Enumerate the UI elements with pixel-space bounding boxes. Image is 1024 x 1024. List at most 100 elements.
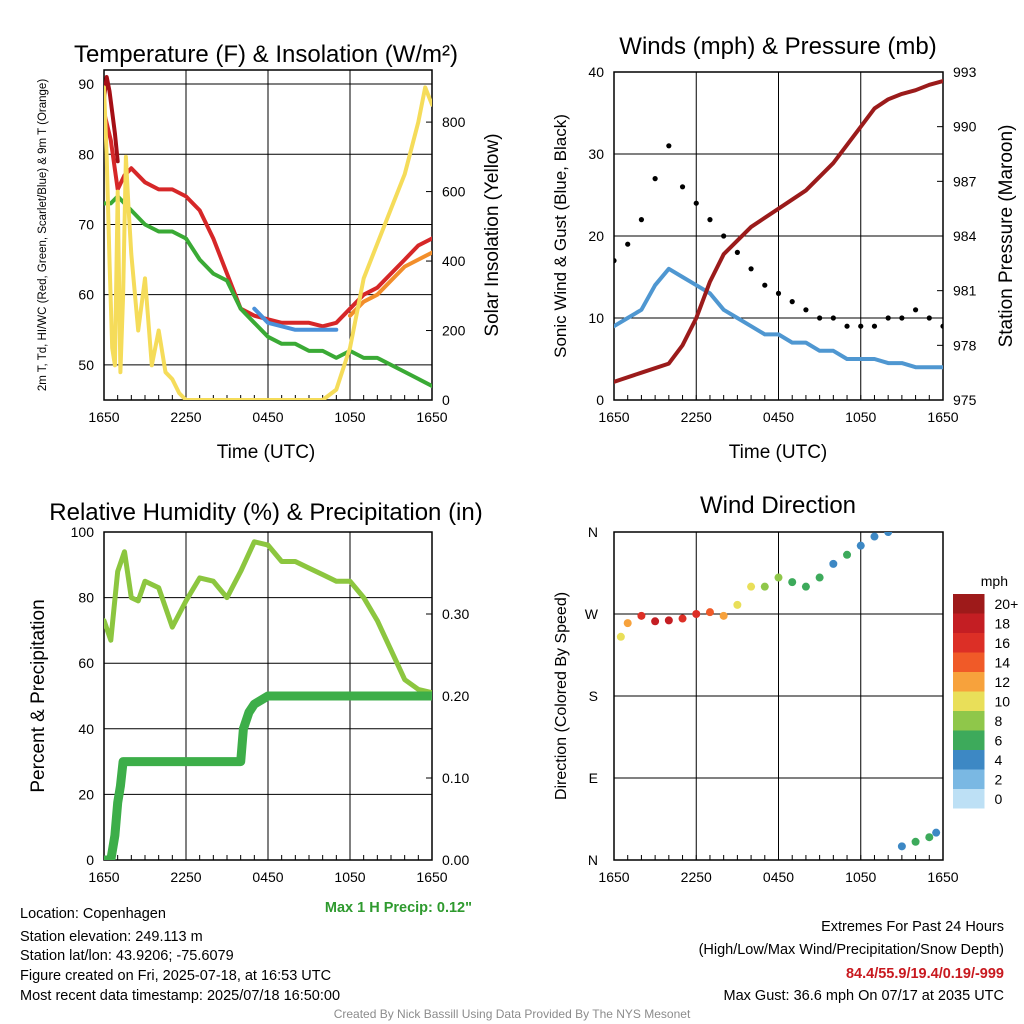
series-point (614, 258, 617, 264)
x-tick-label: 1050 (334, 869, 365, 885)
y-tick-label-left: 0 (596, 392, 604, 408)
series-point (666, 143, 672, 149)
y-tick-label-right: 993 (953, 64, 977, 80)
y-tick-label-left: 90 (78, 76, 94, 92)
colorbar-swatch (953, 691, 985, 711)
y-tick-label-left: 60 (78, 287, 94, 303)
series-line (104, 110, 432, 329)
direction-point (815, 573, 824, 582)
y-tick-label: N (588, 852, 598, 868)
series-line (104, 85, 432, 400)
colorbar-swatch (953, 594, 985, 614)
series-point (926, 315, 932, 321)
y-tick-label: N (588, 524, 598, 540)
y-tick-label: W (585, 606, 599, 622)
y-tick-label-left: 30 (588, 146, 604, 162)
x-tick-label: 0450 (252, 869, 283, 885)
plot-area (104, 539, 432, 860)
series-point (707, 217, 713, 223)
series-point (638, 217, 645, 223)
colorbar-label: 0 (995, 791, 1003, 807)
direction-point (678, 614, 687, 623)
plot-area (614, 79, 943, 384)
y-axis-label-left: Sonic Wind & Gust (Blue, Black) (551, 114, 570, 358)
colorbar-label: 12 (995, 674, 1011, 690)
plot-area (104, 75, 432, 400)
credit-text: Created By Nick Bassill Using Data Provi… (333, 1007, 691, 1021)
x-tick-label: 1050 (334, 409, 365, 425)
created-text: Figure created on Fri, 2025-07-18, at 16… (20, 968, 332, 984)
plot-frame (613, 531, 944, 861)
colorbar-swatch (953, 633, 985, 653)
colorbar-swatch (953, 730, 985, 750)
extremes-title: Extremes For Past 24 Hours (821, 919, 1004, 935)
direction-point (747, 582, 756, 591)
series-point (775, 290, 782, 296)
y-tick-label-right: 981 (953, 283, 977, 299)
series-point (762, 282, 768, 288)
series-point (858, 323, 864, 329)
y-tick-label-right: 0.10 (442, 770, 469, 786)
series-line (104, 539, 432, 696)
y-tick-label-left: 80 (78, 146, 94, 162)
x-tick-label: 2250 (681, 409, 712, 425)
y-tick-label-right: 0 (442, 392, 450, 408)
direction-point (856, 541, 865, 550)
direction-point (884, 532, 893, 536)
direction-point (719, 611, 728, 620)
x-tick-label: 2250 (170, 409, 201, 425)
extremes-subtitle: (High/Low/Max Wind/Precipitation/Snow De… (698, 942, 1004, 958)
recent-data-text: Most recent data timestamp: 2025/07/18 1… (20, 988, 341, 1004)
series-point (734, 249, 740, 255)
series-point (625, 241, 631, 247)
y-tick-label-right: 800 (442, 114, 466, 130)
y-tick-label: S (589, 688, 598, 704)
series-point (871, 323, 878, 329)
y-tick-label-left: 80 (78, 590, 94, 606)
y-tick-label-right: 975 (953, 392, 977, 408)
series-line (104, 194, 432, 388)
direction-point (651, 617, 660, 626)
x-tick-label: 1050 (845, 409, 876, 425)
y-axis-label-left: 2m T, Td, HI/WC (Red, Green, Scarlet/Blu… (37, 79, 49, 391)
direction-point (870, 532, 879, 541)
x-tick-label: 1650 (598, 869, 629, 885)
colorbar-label: 10 (995, 694, 1011, 710)
y-axis-label-left: Direction (Colored By Speed) (553, 592, 570, 800)
direction-point (911, 837, 920, 846)
series-line (614, 79, 943, 384)
direction-point (664, 616, 673, 625)
series-point (789, 299, 795, 305)
y-tick-label-left: 40 (588, 64, 604, 80)
y-tick-label-left: 50 (78, 357, 94, 373)
y-tick-label-right: 990 (953, 119, 977, 135)
series-line (348, 250, 432, 318)
direction-point (788, 578, 797, 587)
direction-point (829, 559, 838, 568)
y-tick-label-left: 0 (86, 852, 94, 868)
colorbar-label: 14 (995, 655, 1011, 671)
direction-point (623, 619, 632, 628)
x-tick-label: 1650 (927, 869, 958, 885)
colorbar-swatch (953, 613, 985, 633)
max-gust-text: Max Gust: 36.6 mph On 07/17 at 2035 UTC (723, 988, 1004, 1004)
y-tick-label-left: 60 (78, 655, 94, 671)
direction-point (637, 611, 646, 620)
y-tick-label-right: 600 (442, 184, 466, 200)
y-tick-label-right: 984 (953, 228, 977, 244)
x-tick-label: 0450 (252, 409, 283, 425)
series-point (940, 323, 943, 329)
y-tick-label-left: 100 (71, 524, 95, 540)
colorbar-swatch (953, 750, 985, 770)
y-tick-label-right: 987 (953, 173, 977, 189)
x-tick-label: 1650 (88, 409, 119, 425)
direction-point (897, 842, 906, 851)
series-point (652, 176, 658, 182)
x-tick-label: 1650 (598, 409, 629, 425)
x-tick-label: 0450 (763, 869, 794, 885)
elevation-text: Station elevation: 249.113 m (20, 929, 203, 945)
direction-point (925, 833, 934, 842)
y-tick-label-left: 10 (588, 310, 604, 326)
